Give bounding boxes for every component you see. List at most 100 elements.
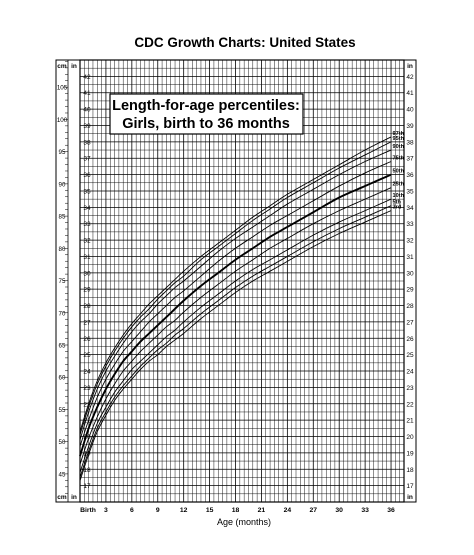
in-tick-label-right: 28 [406, 303, 414, 310]
in-tick-label-left: 40 [83, 107, 91, 114]
in-tick-label-left: 31 [83, 254, 91, 261]
in-unit-label: in [407, 494, 413, 501]
percentile-label-90th: 90th [393, 144, 405, 150]
in-tick-label-right: 18 [406, 467, 414, 474]
in-tick-label-left: 27 [83, 319, 91, 326]
in-tick-label-right: 19 [406, 450, 414, 457]
in-tick-label-right: 24 [406, 369, 414, 376]
in-tick-label-left: 26 [83, 336, 91, 343]
percentile-curve-5th [79, 205, 392, 478]
percentile-label-5th: 5th [393, 200, 402, 206]
in-tick-label-left: 24 [83, 369, 91, 376]
in-unit-label: in [71, 63, 77, 70]
page-title: CDC Growth Charts: United States [134, 35, 355, 50]
cm-tick-label: 85 [59, 214, 66, 221]
in-tick-label-left: 42 [83, 74, 91, 81]
in-tick-label-left: 34 [83, 205, 91, 212]
percentile-curves [79, 136, 392, 481]
in-tick-label-right: 42 [406, 74, 414, 81]
percentile-curve-90th [79, 149, 392, 440]
in-tick-label-left: 36 [83, 172, 91, 179]
x-tick-label: 18 [232, 507, 240, 514]
in-tick-label-left: 32 [83, 238, 91, 245]
in-tick-label-left: 38 [83, 139, 91, 146]
in-tick-label-left: 17 [83, 483, 91, 490]
in-tick-label-left: 37 [83, 156, 91, 163]
in-unit-label: in [71, 494, 77, 501]
in-tick-label-left: 29 [83, 287, 91, 294]
in-tick-label-right: 27 [406, 319, 414, 326]
cm-tick-label: 45 [59, 471, 66, 478]
x-tick-label: 15 [206, 507, 214, 514]
percentile-curve-50th [79, 173, 392, 457]
cm-tick-label: 50 [59, 439, 66, 446]
in-tick-label-left: 19 [83, 450, 91, 457]
plot-frame [79, 59, 405, 503]
in-tick-label-left: 33 [83, 221, 91, 228]
cm-tick-label: 105 [57, 85, 68, 92]
percentile-curve-95th [79, 141, 392, 436]
percentile-label-75th: 75th [393, 155, 405, 161]
in-tick-label-right: 34 [406, 205, 414, 212]
x-tick-label: 9 [156, 507, 160, 514]
in-tick-label-right: 40 [406, 107, 414, 114]
x-tick-label: 27 [309, 507, 317, 514]
in-tick-label-left: 21 [83, 418, 91, 425]
x-tick-label: 3 [104, 507, 108, 514]
in-tick-label-right: 29 [406, 287, 414, 294]
in-tick-label-right: 41 [406, 90, 414, 97]
percentile-label-3rd: 3rd [393, 205, 402, 211]
in-tick-label-right: 21 [406, 418, 414, 425]
in-unit-label: in [407, 63, 413, 70]
in-tick-label-left: 28 [83, 303, 91, 310]
in-tick-label-left: 35 [83, 188, 91, 195]
percentile-label-95th: 95th [393, 136, 405, 142]
x-tick-label: 36 [387, 507, 395, 514]
in-tick-label-left: 30 [83, 270, 91, 277]
cm-tick-label: 60 [59, 375, 66, 382]
percentile-curve-97th [79, 136, 392, 432]
in-tick-label-right: 17 [406, 483, 414, 490]
chart-title: Length-for-age percentiles: [112, 98, 300, 114]
cm-tick-label: 70 [59, 310, 66, 317]
in-tick-label-right: 31 [406, 254, 414, 261]
in-tick-label-right: 35 [406, 188, 414, 195]
x-tick-label: 30 [335, 507, 343, 514]
in-tick-label-right: 33 [406, 221, 414, 228]
chart-subtitle: Girls, birth to 36 months [122, 116, 290, 132]
cm-tick-label: 65 [59, 342, 66, 349]
in-tick-label-right: 20 [406, 434, 414, 441]
cm-tick-label: 75 [59, 278, 66, 285]
percentile-label-50th: 50th [393, 169, 405, 175]
in-tick-label-right: 32 [406, 238, 414, 245]
in-tick-label-right: 25 [406, 352, 414, 359]
cm-tick-label: 90 [59, 181, 66, 188]
in-tick-label-left: 25 [83, 352, 91, 359]
in-tick-label-right: 38 [406, 139, 414, 146]
in-tick-label-left: 23 [83, 385, 91, 392]
percentile-curve-75th [79, 161, 392, 447]
cm-tick-label: 80 [59, 246, 66, 253]
in-tick-label-left: 41 [83, 90, 91, 97]
cm-unit-label: cm [57, 63, 67, 70]
x-tick-label: 12 [180, 507, 188, 514]
in-tick-label-left: 22 [83, 401, 91, 408]
cm-unit-label: cm [57, 494, 67, 501]
in-tick-label-left: 20 [83, 434, 91, 441]
x-axis-label: Age (months) [217, 517, 271, 527]
x-tick-label: Birth [80, 507, 96, 514]
percentile-label-97th: 97th [393, 131, 405, 137]
percentile-curve-3rd [79, 210, 392, 481]
x-tick-label: 33 [361, 507, 369, 514]
cm-tick-label: 55 [59, 407, 66, 414]
in-tick-label-right: 30 [406, 270, 414, 277]
chart-title-box [109, 93, 304, 135]
in-tick-label-right: 37 [406, 156, 414, 163]
percentile-label-10th: 10th [393, 193, 405, 199]
in-tick-label-left: 39 [83, 123, 91, 130]
x-tick-label: 21 [258, 507, 266, 514]
in-tick-label-right: 22 [406, 401, 414, 408]
